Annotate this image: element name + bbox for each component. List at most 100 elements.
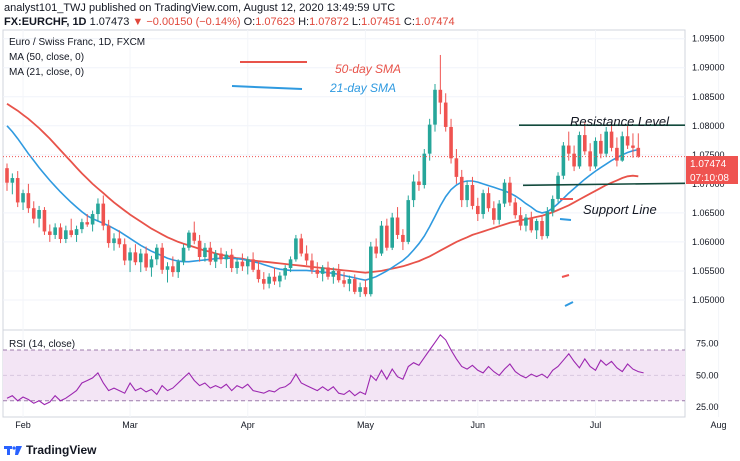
sma21-legend-line: [231, 85, 303, 90]
candle-bullish: [534, 218, 539, 240]
candle-bullish: [465, 180, 469, 208]
candle-body: [358, 287, 362, 292]
candle-body: [80, 222, 84, 230]
price-tick-label: 1.08500: [692, 92, 725, 102]
candle-body: [160, 247, 164, 270]
candle-bullish: [422, 149, 427, 189]
candle-bearish: [48, 224, 52, 242]
candle-body: [497, 203, 501, 220]
candle-bearish: [459, 169, 464, 208]
candle-bearish: [395, 207, 400, 240]
candle-bullish: [369, 241, 373, 297]
publish-line: analyst101_TWJ published on TradingView.…: [4, 2, 736, 16]
candle-body: [224, 254, 229, 260]
candle-body: [272, 276, 277, 282]
candle-body: [256, 269, 261, 280]
candle-bearish: [26, 183, 31, 213]
high-label: H:: [298, 16, 310, 28]
candle-bearish: [438, 54, 443, 115]
candle-bearish: [208, 241, 213, 266]
candle-body: [42, 209, 47, 232]
price-tick-label: 1.05000: [692, 295, 725, 305]
candle-body: [181, 247, 186, 262]
candle-bullish: [245, 256, 250, 275]
candle-bullish: [112, 233, 116, 251]
candle-bearish: [443, 93, 448, 132]
footer: TradingView: [4, 441, 96, 459]
high-value: 1.07872: [309, 16, 349, 28]
candle-bullish: [21, 189, 25, 210]
tradingview-logo-icon: [4, 446, 22, 455]
close-value: 1.07474: [414, 16, 455, 28]
candle-body: [320, 267, 325, 274]
candle-body: [15, 178, 20, 203]
candle-bearish: [449, 118, 453, 164]
candle-bearish: [615, 137, 619, 167]
legend-ma50: MA (50, close, 0): [9, 52, 84, 63]
candle-bullish: [128, 247, 132, 273]
candle-body: [133, 252, 138, 263]
candle-body: [620, 136, 625, 161]
candle-body: [395, 217, 400, 235]
candle-body: [165, 266, 170, 270]
candle-bearish: [588, 143, 592, 172]
candle-body: [508, 182, 512, 203]
candle-bullish: [390, 212, 394, 251]
candle-bearish: [31, 201, 36, 224]
candle-bullish: [577, 131, 582, 169]
candle-body: [262, 279, 266, 284]
candle-bearish: [122, 238, 127, 266]
candle-bearish: [240, 253, 245, 271]
candle-bearish: [636, 133, 641, 158]
price-tick-label: 1.09500: [692, 34, 725, 44]
candle-bullish: [138, 248, 143, 273]
candle-bearish: [262, 272, 266, 290]
candle-body: [534, 221, 539, 231]
candle-body: [90, 214, 95, 225]
candle-body: [609, 131, 614, 148]
drawn-segment-red-2: [561, 274, 570, 278]
candle-bearish: [304, 245, 309, 266]
brand-name[interactable]: TradingView: [26, 443, 97, 457]
candle-body: [422, 153, 427, 186]
candle-body: [74, 229, 79, 235]
candle-bearish: [144, 246, 148, 271]
candle-bearish: [219, 247, 223, 264]
candle-bullish: [561, 142, 566, 180]
candle-body: [171, 266, 175, 273]
candle-body: [229, 254, 234, 269]
open-value: 1.07623: [255, 16, 295, 28]
candle-body: [459, 176, 464, 201]
candle-bullish: [10, 173, 15, 195]
candle-body: [213, 253, 218, 262]
candle-bullish: [235, 258, 239, 274]
candle-bullish: [288, 256, 293, 273]
rsi-tick-label: 75.00: [696, 339, 719, 349]
resistance-annotation: Resistance Level: [570, 114, 670, 129]
candle-bearish: [566, 131, 571, 161]
candle-bullish: [181, 244, 186, 266]
candle-body: [588, 151, 592, 167]
rsi-band: [3, 350, 685, 401]
candle-body: [10, 178, 15, 183]
candle-body: [465, 185, 469, 201]
candle-body: [197, 240, 202, 258]
publish-info: analyst101_TWJ published on TradingView.…: [4, 2, 396, 14]
candle-body: [37, 209, 41, 219]
candle-body: [144, 253, 148, 268]
low-label: L:: [351, 16, 362, 28]
candle-body: [283, 268, 287, 276]
candle-bearish: [401, 229, 405, 251]
candle-body: [288, 259, 293, 269]
price-tick-label: 1.05500: [692, 266, 725, 276]
symbol-label[interactable]: FX:EURCHF, 1D: [4, 16, 87, 28]
candle-bearish: [385, 218, 389, 251]
candle-bullish: [620, 131, 625, 162]
candle-bullish: [347, 275, 352, 292]
candle-body: [593, 140, 598, 167]
candle-bearish: [160, 243, 164, 274]
candle-bearish: [15, 171, 20, 208]
candle-bullish: [593, 137, 598, 169]
candle-bullish: [320, 265, 325, 282]
